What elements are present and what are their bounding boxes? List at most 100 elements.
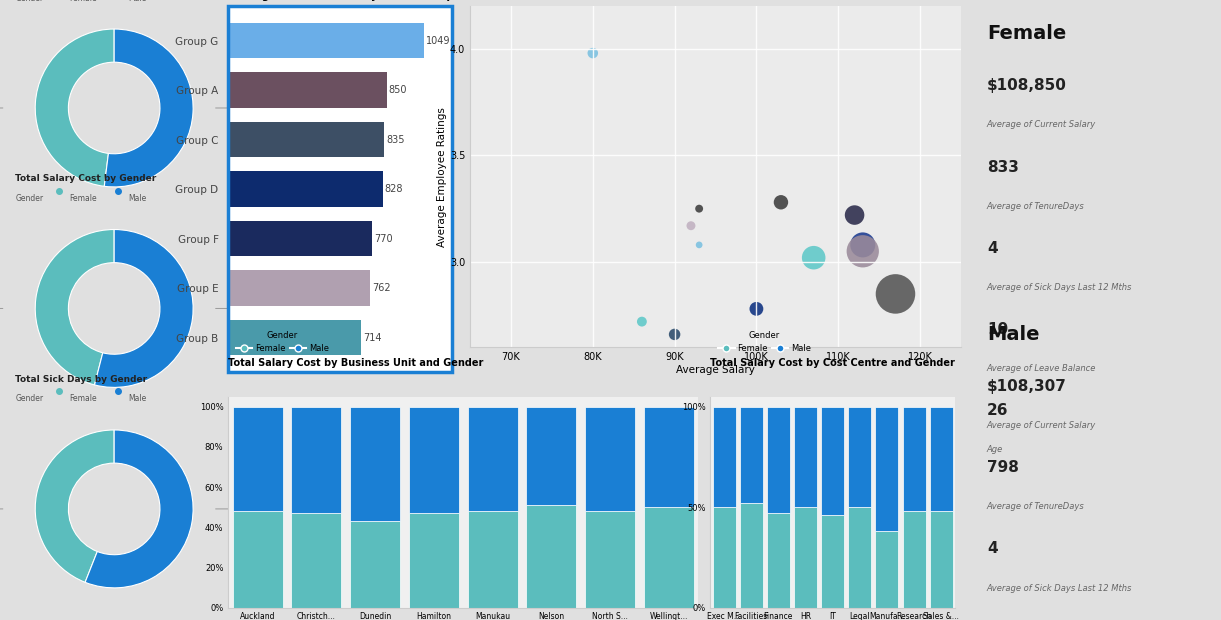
Legend: Female, Male: Female, Male — [232, 327, 332, 356]
Text: 714: 714 — [364, 332, 382, 343]
Bar — [849, 407, 872, 507]
Text: Average of Current Salary: Average of Current Salary — [987, 421, 1096, 430]
Wedge shape — [35, 430, 115, 582]
Text: $108,307: $108,307 — [987, 379, 1067, 394]
Text: 798: 798 — [987, 460, 1018, 476]
Bar — [228, 270, 370, 306]
Bar — [821, 407, 844, 515]
Text: 770: 770 — [374, 234, 393, 244]
Legend: Female, Male: Female, Male — [714, 327, 814, 356]
Bar — [233, 512, 283, 608]
Point — [747, 304, 767, 314]
Point — [853, 240, 873, 250]
Bar — [643, 407, 694, 507]
Text: Total Salary Cost by Cost Centre and Gender: Total Salary Cost by Cost Centre and Gen… — [711, 358, 955, 368]
Bar — [233, 407, 283, 512]
Bar — [350, 407, 400, 521]
Point — [664, 329, 684, 339]
Bar — [409, 407, 459, 513]
Text: Male: Male — [0, 105, 2, 111]
Bar — [292, 407, 342, 513]
Bar — [902, 407, 926, 512]
Wedge shape — [35, 229, 115, 385]
Point — [584, 48, 603, 58]
Bar — [767, 407, 790, 513]
Text: 835: 835 — [386, 135, 404, 144]
Text: 1049: 1049 — [426, 35, 451, 46]
Bar — [409, 513, 459, 608]
Bar — [468, 407, 518, 512]
Text: Age: Age — [987, 445, 1004, 454]
Bar — [228, 73, 387, 108]
Wedge shape — [94, 229, 193, 388]
Text: 833: 833 — [987, 159, 1018, 175]
Text: 4: 4 — [987, 241, 998, 255]
Text: Average of Leave Balance: Average of Leave Balance — [987, 364, 1096, 373]
Bar — [767, 513, 790, 608]
Bar — [794, 507, 817, 608]
Text: Average of TenureDays: Average of TenureDays — [987, 502, 1084, 512]
Wedge shape — [85, 430, 193, 588]
Point — [803, 253, 823, 263]
Text: Total Salary Cost by Business Unit and Gender: Total Salary Cost by Business Unit and G… — [228, 358, 484, 368]
Text: 850: 850 — [388, 85, 408, 95]
Text: Male: Male — [128, 194, 147, 203]
Text: Average of Sick Days Last 12 Mths: Average of Sick Days Last 12 Mths — [987, 583, 1132, 593]
Bar — [228, 320, 361, 355]
Bar — [228, 122, 383, 157]
Text: Male: Male — [987, 325, 1039, 344]
Bar — [526, 505, 576, 608]
Point — [632, 317, 652, 327]
Text: Average Service Tenor by EthnicGroup: Average Service Tenor by EthnicGroup — [228, 0, 454, 1]
Bar — [585, 407, 635, 512]
Text: 10: 10 — [987, 322, 1009, 337]
Bar — [713, 507, 735, 608]
Wedge shape — [104, 29, 193, 187]
Bar — [585, 512, 635, 608]
Bar — [643, 507, 694, 608]
Bar — [875, 531, 899, 608]
Point — [845, 210, 864, 220]
X-axis label: Average Salary: Average Salary — [676, 365, 755, 375]
Bar — [849, 507, 872, 608]
Text: Female: Female — [216, 105, 306, 111]
Text: Female: Female — [216, 506, 306, 512]
Text: Total Sick Days by Gender: Total Sick Days by Gender — [16, 374, 148, 384]
Bar — [228, 23, 424, 58]
Text: Male: Male — [0, 506, 2, 512]
Text: Gender: Gender — [16, 194, 44, 203]
Text: Gender: Gender — [16, 0, 44, 2]
Bar — [228, 171, 382, 207]
Bar — [794, 407, 817, 507]
Point — [853, 246, 873, 256]
Text: Male: Male — [128, 394, 147, 404]
Bar — [526, 407, 576, 505]
Bar — [292, 513, 342, 608]
Text: Female: Female — [216, 306, 306, 311]
Bar — [929, 512, 952, 608]
Text: Male: Male — [0, 306, 2, 311]
Text: 26: 26 — [987, 403, 1009, 418]
Text: Female: Female — [68, 394, 96, 404]
Text: Average of Sick Days Last 12 Mths: Average of Sick Days Last 12 Mths — [987, 283, 1132, 292]
Bar — [350, 521, 400, 608]
Bar — [821, 515, 844, 608]
Text: Total Salary Cost by Gender: Total Salary Cost by Gender — [16, 174, 156, 184]
Wedge shape — [35, 29, 115, 186]
Text: Average of Current Salary: Average of Current Salary — [987, 120, 1096, 130]
Bar — [740, 503, 763, 608]
Bar — [929, 407, 952, 512]
Text: Female: Female — [987, 24, 1066, 43]
Bar — [228, 221, 371, 257]
Point — [690, 240, 709, 250]
Text: Female: Female — [68, 0, 96, 2]
Text: Gender: Gender — [16, 394, 44, 404]
Point — [681, 221, 701, 231]
Point — [772, 197, 791, 207]
Bar — [875, 407, 899, 531]
Text: Average of TenureDays: Average of TenureDays — [987, 202, 1084, 211]
Y-axis label: Average Employee Ratings: Average Employee Ratings — [437, 107, 447, 247]
Text: $108,850: $108,850 — [987, 78, 1067, 94]
Text: 4: 4 — [987, 541, 998, 556]
Bar — [902, 512, 926, 608]
